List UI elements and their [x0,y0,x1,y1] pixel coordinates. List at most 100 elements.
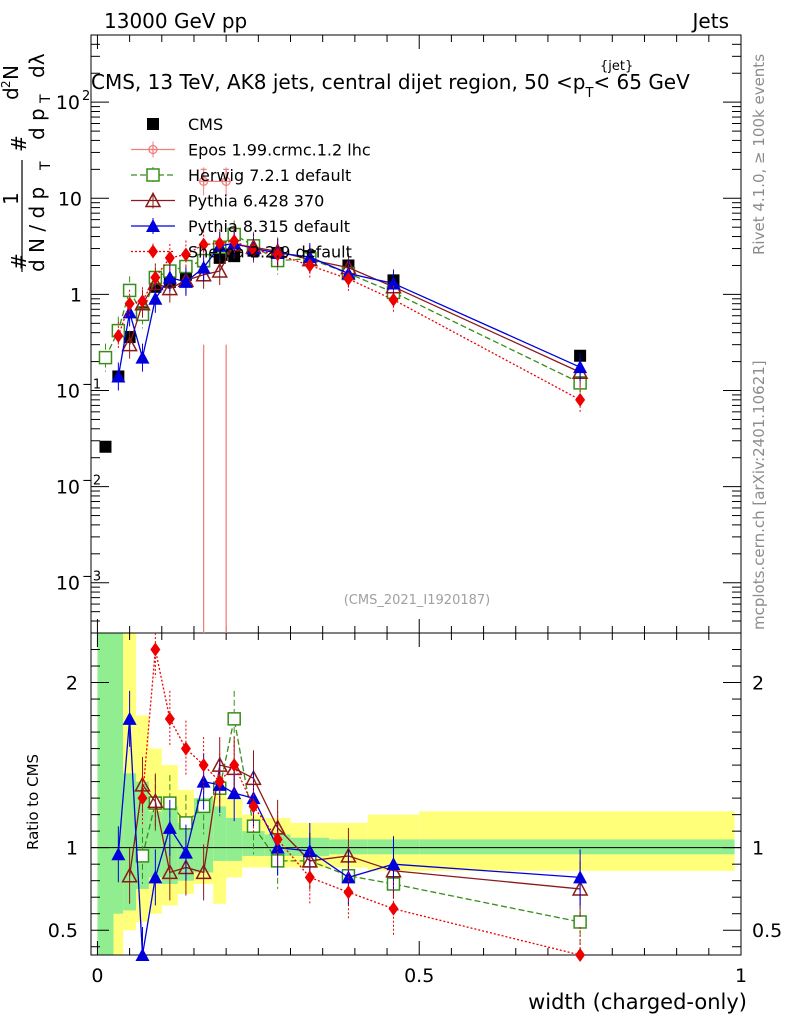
ratio-point-pythia [573,870,588,884]
legend-marker [146,219,160,232]
point-pythia [211,262,228,278]
legend-item-cms: CMS [147,115,223,134]
ratio-y-label: Ratio to CMS [24,754,42,850]
point-herwig [98,350,113,365]
analysis-id: (CMS_2021_I1920187) [344,593,491,608]
legend-marker [148,144,158,155]
ratio-point-sherpa [304,870,315,885]
point-sherpa [198,237,209,252]
ratio-tick-label: 1 [66,838,78,860]
point-pythia [148,291,163,305]
point-sherpa [229,233,240,248]
ratio-series-layer [111,633,589,962]
title-sub: T [584,86,593,101]
legend-label: Pythia 8.315 default [188,217,350,236]
title-tail: < 65 GeV [593,70,690,94]
ratio-point-sherpa [214,774,225,789]
y-tick-label: 10 [56,381,80,403]
y-label-part: # [7,135,31,152]
ratio-tick-label: 0.5 [48,920,78,942]
point-cms [99,440,112,453]
ratio-point-pythia [148,870,163,884]
legend-item-epos: Epos 1.99.crmc.1.2 lhc [131,141,371,160]
ratio-point-sherpa [575,948,586,962]
point-pythia [122,305,137,319]
ratio-point-pythia [161,863,179,880]
rivet-version-label: Rivet 4.1.0, ≥ 100k events [750,54,768,255]
y-label-part: dλ [25,53,49,78]
legend-marker [146,168,160,182]
point-epos [198,176,209,187]
title-main: CMS, 13 TeV, AK8 jets, central dijet reg… [91,70,585,94]
point-sherpa [388,292,399,307]
y-tick-exponent: 2 [82,89,90,104]
point-sherpa [150,270,161,285]
legend-label: Epos 1.99.crmc.1.2 lhc [188,141,371,160]
band-inner [226,817,243,861]
ratio-line-pythia [128,764,581,890]
legend-item-herwig: Herwig 7.2.1 default [131,166,351,185]
point-sherpa [164,250,175,265]
point-sherpa [214,236,225,251]
band-inner [148,811,162,878]
y-tick-exponent: −3 [82,570,101,585]
band-inner [113,633,124,914]
legend-label: CMS [188,115,223,134]
chart-title: CMS, 13 TeV, AK8 jets, central dijet reg… [91,70,690,101]
ratio-point-sherpa [248,799,259,814]
legend-marker [147,118,159,130]
ratio-point-pythia [227,786,242,800]
ratio-tick-label-right: 2 [752,673,764,695]
ratio-point-pythia [162,820,177,834]
x-axis-label: width (charged-only) [528,990,747,1014]
ratio-tick-label-right: 1 [752,838,764,860]
y-label-part: 2 [0,80,13,88]
ratio-point-sherpa [150,642,161,657]
source-label: mcplots.cern.ch [arXiv:2401.10621] [750,360,768,630]
point-pythia [178,274,193,288]
ratio-point-sherpa [198,758,209,773]
ratio-point-herwig [227,712,241,726]
ratio-point-pythia [122,711,137,725]
ratio-point-sherpa [343,885,354,900]
ratio-point-sherpa [229,758,240,773]
ratio-point-pythia [147,792,164,809]
point-sherpa [343,271,354,286]
y-tick-label: 10 [56,477,80,499]
point-sherpa [272,247,283,262]
ratio-point-pythia [386,857,401,871]
band-inner [419,839,735,855]
title-sup: {jet} [600,59,633,74]
ratio-point-herwig [573,915,587,929]
header-category: Jets [691,9,729,33]
point-pythia [196,260,211,274]
point-pythia [111,369,126,383]
x-tick-label: 0.5 [404,965,434,987]
ratio-point-pythia [246,791,261,805]
series-layer [98,167,589,633]
band-inner [193,798,214,873]
point-pythia [121,336,138,352]
series-line-sherpa [117,240,581,401]
ratio-tick-label: 2 [66,673,78,695]
ratio-point-pythia [270,840,285,854]
point-pythia [161,279,179,296]
legend-marker [144,191,162,208]
legend-marker [148,244,158,259]
legend-label: Pythia 6.428 370 [188,192,324,211]
ratio-point-sherpa [272,832,283,847]
x-tick-label: 0 [91,965,103,987]
ratio-point-sherpa [164,711,175,726]
point-sherpa [248,242,259,257]
legend-item-pythia: Pythia 8.315 default [131,217,350,236]
point-sherpa [304,258,315,273]
y-label-part: T [38,161,54,171]
point-sherpa [124,296,135,311]
legend: CMS Epos 1.99.crmc.1.2 lhc Herwig 7.2.1 de… [131,115,371,262]
point-pythia [162,270,177,284]
ratio-point-sherpa [137,791,148,806]
y-tick-exponent: −2 [82,474,101,489]
legend-item-sherpa: Sherpa 2.2.9 default [131,243,352,262]
x-tick-label: 1 [735,965,747,987]
